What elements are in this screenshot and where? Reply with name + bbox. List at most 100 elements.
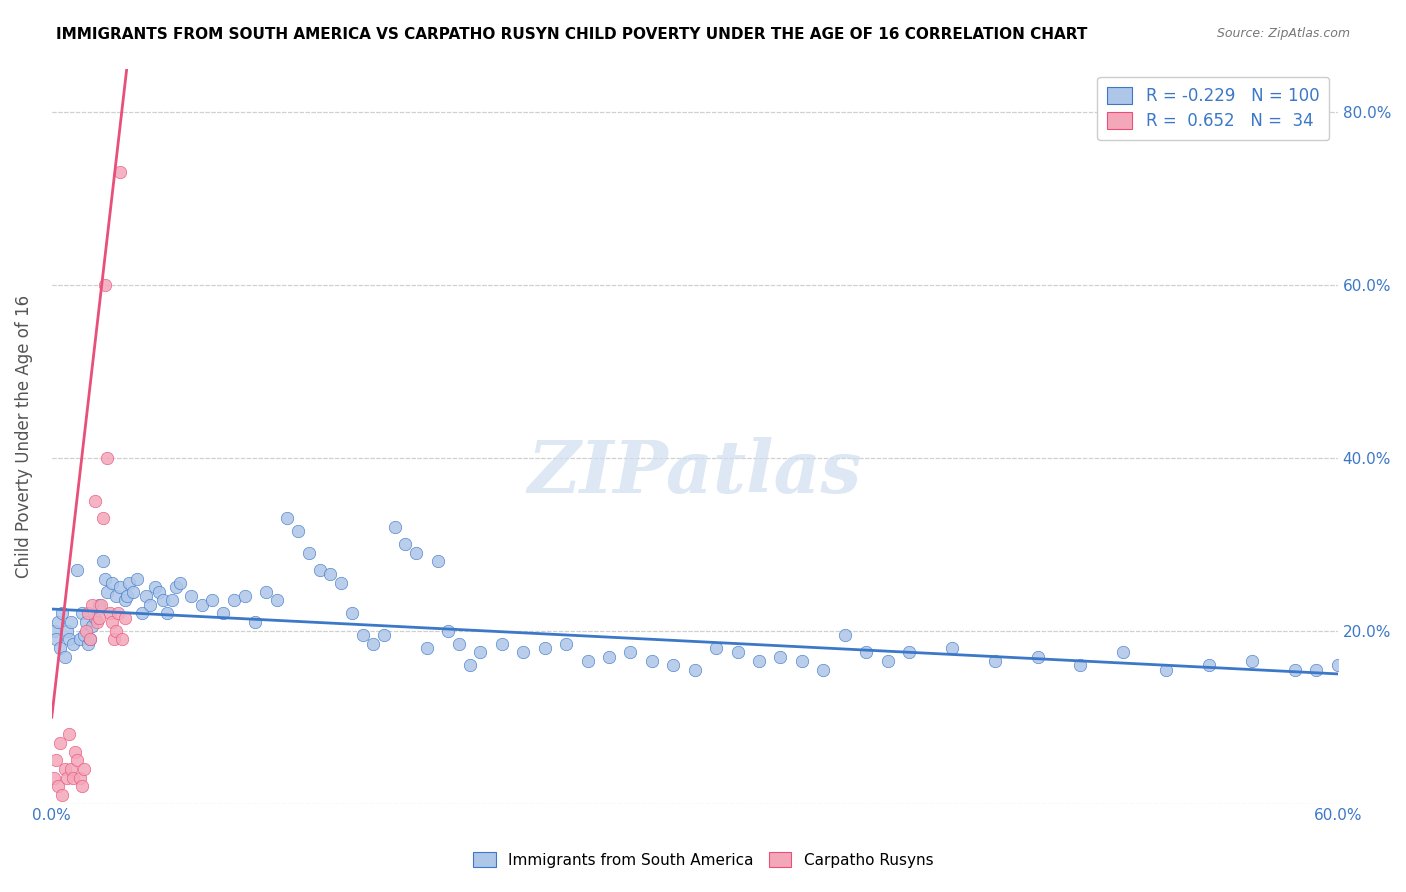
Y-axis label: Child Poverty Under the Age of 16: Child Poverty Under the Age of 16 — [15, 294, 32, 578]
Point — [191, 598, 214, 612]
Point — [152, 593, 174, 607]
Point — [308, 563, 330, 577]
Point — [73, 628, 96, 642]
Point — [105, 589, 128, 603]
Point — [983, 654, 1005, 668]
Point — [122, 584, 145, 599]
Point — [131, 607, 153, 621]
Point — [118, 576, 141, 591]
Point — [156, 607, 179, 621]
Point — [437, 624, 460, 638]
Point — [87, 598, 110, 612]
Point — [245, 615, 267, 629]
Point — [66, 753, 89, 767]
Point — [662, 658, 685, 673]
Point — [110, 165, 132, 179]
Point — [1069, 658, 1091, 673]
Point — [212, 607, 235, 621]
Point — [114, 593, 136, 607]
Point — [77, 637, 100, 651]
Point — [87, 610, 110, 624]
Point — [319, 567, 342, 582]
Point — [727, 645, 749, 659]
Point — [55, 771, 77, 785]
Point — [114, 610, 136, 624]
Point — [58, 727, 80, 741]
Point — [77, 607, 100, 621]
Point — [135, 589, 157, 603]
Point — [53, 762, 76, 776]
Point — [100, 576, 122, 591]
Point — [1026, 649, 1049, 664]
Point — [83, 494, 105, 508]
Point — [416, 640, 439, 655]
Point — [160, 593, 183, 607]
Text: ZIPatlas: ZIPatlas — [527, 437, 862, 508]
Point — [384, 520, 406, 534]
Point — [447, 637, 470, 651]
Point — [405, 546, 427, 560]
Point — [107, 607, 129, 621]
Point — [65, 745, 87, 759]
Point — [266, 593, 288, 607]
Point — [1198, 658, 1220, 673]
Point — [1240, 654, 1263, 668]
Point — [598, 649, 620, 664]
Point — [58, 632, 80, 647]
Point — [79, 632, 101, 647]
Point — [1326, 658, 1348, 673]
Point — [60, 762, 83, 776]
Point — [555, 637, 578, 651]
Point — [60, 615, 83, 629]
Text: IMMIGRANTS FROM SOUTH AMERICA VS CARPATHO RUSYN CHILD POVERTY UNDER THE AGE OF 1: IMMIGRANTS FROM SOUTH AMERICA VS CARPATH… — [56, 27, 1088, 42]
Point — [90, 598, 112, 612]
Point — [458, 658, 481, 673]
Point — [180, 589, 202, 603]
Point — [470, 645, 492, 659]
Point — [790, 654, 813, 668]
Point — [1284, 663, 1306, 677]
Point — [73, 762, 96, 776]
Point — [98, 607, 121, 621]
Point — [103, 632, 125, 647]
Point — [855, 645, 877, 659]
Point — [748, 654, 770, 668]
Point — [100, 615, 122, 629]
Point — [1154, 663, 1177, 677]
Point — [55, 624, 77, 638]
Point — [148, 584, 170, 599]
Point — [287, 524, 309, 539]
Point — [86, 615, 108, 629]
Point — [254, 584, 277, 599]
Point — [46, 615, 69, 629]
Point — [233, 589, 256, 603]
Point — [941, 640, 963, 655]
Point — [51, 788, 73, 802]
Point — [898, 645, 921, 659]
Point — [876, 654, 898, 668]
Point — [619, 645, 641, 659]
Point — [69, 632, 91, 647]
Point — [512, 645, 534, 659]
Point — [49, 736, 72, 750]
Point — [165, 581, 187, 595]
Point — [533, 640, 555, 655]
Legend: R = -0.229   N = 100, R =  0.652   N =  34: R = -0.229 N = 100, R = 0.652 N = 34 — [1097, 77, 1329, 140]
Point — [143, 581, 166, 595]
Point — [139, 598, 162, 612]
Point — [75, 624, 97, 638]
Point — [62, 637, 84, 651]
Point — [91, 511, 114, 525]
Point — [96, 584, 118, 599]
Point — [62, 771, 84, 785]
Text: Source: ZipAtlas.com: Source: ZipAtlas.com — [1216, 27, 1350, 40]
Point — [352, 628, 374, 642]
Point — [45, 753, 67, 767]
Point — [426, 554, 449, 568]
Point — [813, 663, 835, 677]
Point — [394, 537, 416, 551]
Point — [49, 640, 72, 655]
Legend: Immigrants from South America, Carpatho Rusyns: Immigrants from South America, Carpatho … — [465, 844, 941, 875]
Point — [82, 598, 104, 612]
Point — [1305, 663, 1327, 677]
